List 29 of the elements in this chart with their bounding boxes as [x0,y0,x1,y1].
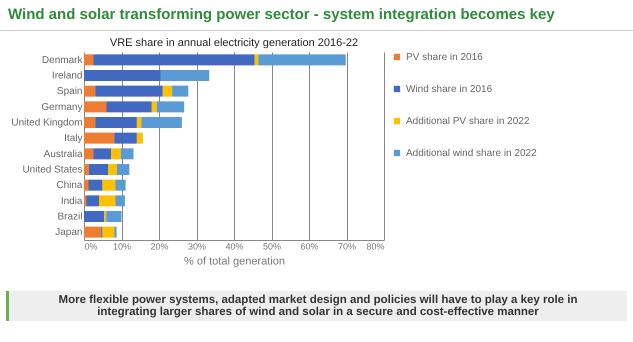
legend-label: PV share in 2016 [406,52,484,63]
y-tick-label: China [56,180,83,192]
x-tick-label: 20% [150,242,169,252]
legend-label: Wind share in 2016 [406,84,493,95]
y-tick-label: United Kingdom [11,118,82,128]
y-tick-label: Denmark [42,54,84,66]
x-tick-label: 60% [300,242,319,252]
y-tick-label: Italy [64,133,82,144]
x-axis-title: % of total generation [184,256,285,268]
y-tick-label: Australia [44,148,83,160]
x-tick-label: 0% [84,242,98,252]
legend-label: Additional wind share in 2022 [406,148,538,159]
y-tick-label: Japan [55,227,82,238]
legend-label: Additional PV share in 2022 [406,116,530,127]
y-tick-label: Ireland [52,70,82,82]
y-tick-label: Spain [56,86,82,98]
text: More flexible power systems, adapted market design and policies will have to play a key role in integrating larger shares of wind and solar in a secure and cost-effective manner [6,291,627,321]
y-tick-label: United States [22,164,82,176]
x-tick-label: 40% [225,242,244,252]
x-tick-label: 70% [338,242,356,252]
y-tick-label: Germany [41,102,82,113]
y-tick-label: Brazil [57,212,82,222]
x-tick-label: 10% [112,242,132,252]
chart-title: Wind and solar transforming power sector - system integration becomes key [0,0,633,31]
x-tick-label: 50% [262,242,282,252]
x-tick-label: 30% [188,242,206,252]
x-tick-label: 80% [366,242,384,252]
chart-subtitle: VRE share in annual electricity generation 2016-22 [110,37,358,49]
y-tick-label: India [60,196,83,207]
